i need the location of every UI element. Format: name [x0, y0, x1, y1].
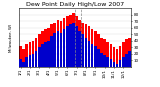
Bar: [57, 31, 59, 67]
Bar: [60, 33, 62, 67]
Bar: [91, 44, 93, 67]
Bar: [97, 34, 100, 67]
Bar: [106, 42, 109, 67]
Bar: [47, 28, 50, 67]
Bar: [53, 23, 56, 67]
Bar: [22, 49, 25, 67]
Bar: [32, 41, 34, 67]
Bar: [119, 60, 121, 67]
Bar: [29, 42, 31, 67]
Bar: [128, 37, 131, 67]
Bar: [60, 21, 62, 67]
Bar: [116, 49, 118, 67]
Bar: [128, 51, 131, 67]
Bar: [69, 24, 72, 67]
Bar: [57, 20, 59, 67]
Bar: [88, 41, 90, 67]
Bar: [75, 16, 78, 67]
Bar: [94, 46, 97, 67]
Bar: [81, 23, 84, 67]
Bar: [81, 34, 84, 67]
Bar: [25, 44, 28, 67]
Bar: [69, 15, 72, 67]
Bar: [109, 44, 112, 67]
Bar: [29, 55, 31, 67]
Bar: [103, 55, 106, 67]
Bar: [41, 31, 44, 67]
Bar: [41, 44, 44, 67]
Bar: [94, 31, 97, 67]
Bar: [109, 59, 112, 67]
Bar: [100, 53, 103, 67]
Bar: [66, 16, 69, 67]
Bar: [97, 49, 100, 67]
Bar: [91, 29, 93, 67]
Bar: [47, 41, 50, 67]
Bar: [38, 47, 40, 67]
Bar: [113, 62, 115, 67]
Bar: [72, 13, 75, 67]
Bar: [35, 51, 37, 67]
Bar: [78, 31, 81, 67]
Bar: [78, 20, 81, 67]
Text: Milwaukee, WI: Milwaukee, WI: [9, 23, 13, 52]
Bar: [53, 33, 56, 67]
Bar: [19, 46, 22, 67]
Bar: [122, 42, 125, 67]
Bar: [88, 26, 90, 67]
Bar: [125, 39, 128, 67]
Bar: [85, 37, 87, 67]
Bar: [125, 54, 128, 67]
Bar: [119, 46, 121, 67]
Bar: [63, 29, 65, 67]
Bar: [22, 62, 25, 67]
Bar: [100, 37, 103, 67]
Bar: [38, 34, 40, 67]
Bar: [122, 57, 125, 67]
Bar: [50, 24, 53, 67]
Bar: [35, 37, 37, 67]
Bar: [19, 59, 22, 67]
Bar: [63, 18, 65, 67]
Bar: [44, 42, 47, 67]
Bar: [85, 24, 87, 67]
Bar: [44, 29, 47, 67]
Bar: [103, 39, 106, 67]
Title: Dew Point Daily High/Low 2007: Dew Point Daily High/Low 2007: [26, 2, 124, 7]
Bar: [106, 57, 109, 67]
Bar: [25, 57, 28, 67]
Bar: [116, 64, 118, 67]
Bar: [113, 47, 115, 67]
Bar: [75, 26, 78, 67]
Bar: [72, 23, 75, 67]
Bar: [66, 26, 69, 67]
Bar: [50, 36, 53, 67]
Bar: [32, 54, 34, 67]
